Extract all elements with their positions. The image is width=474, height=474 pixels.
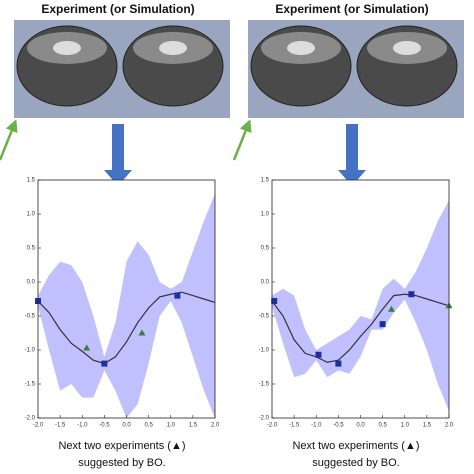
wheel-center bbox=[393, 41, 421, 55]
x-tick-label: 2.0 bbox=[211, 423, 220, 429]
y-tick-label: -1.0 bbox=[259, 348, 270, 354]
wheel-center bbox=[159, 41, 187, 55]
y-tick-label: -2.0 bbox=[259, 416, 270, 422]
x-tick-label: 0.5 bbox=[144, 423, 153, 429]
caption: suggested by BO. bbox=[78, 457, 165, 469]
y-tick-label: 1.0 bbox=[27, 212, 36, 218]
mean-line bbox=[37, 291, 216, 365]
x-tick-label: -1.5 bbox=[55, 423, 66, 429]
suggested-point bbox=[387, 305, 395, 312]
y-tick-label: 1.0 bbox=[261, 212, 270, 218]
y-tick-label: 0.5 bbox=[27, 246, 36, 252]
x-tick-label: -1.0 bbox=[77, 423, 88, 429]
x-tick-label: -0.5 bbox=[333, 423, 344, 429]
x-tick-label: -2.0 bbox=[33, 423, 44, 429]
observed-point bbox=[101, 360, 108, 367]
y-tick-label: -1.0 bbox=[25, 348, 36, 354]
x-tick-label: 1.5 bbox=[423, 423, 432, 429]
observed-point bbox=[335, 360, 342, 367]
x-tick-label: 0.5 bbox=[378, 423, 387, 429]
observed-point bbox=[271, 298, 278, 305]
x-tick-label: -2.0 bbox=[267, 423, 278, 429]
panel: Experiment (or Simulation) -2.0 -1.5 -1.0 -0… bbox=[0, 2, 230, 469]
arrow bbox=[338, 124, 366, 186]
y-tick-label: 0.5 bbox=[261, 246, 270, 252]
x-tick-label: 1.5 bbox=[189, 423, 198, 429]
x-tick-label: 1.0 bbox=[401, 423, 410, 429]
caption: Next two experiments (▲) bbox=[58, 440, 185, 452]
mean-line bbox=[271, 293, 450, 363]
arrow bbox=[104, 124, 132, 186]
x-tick-label: 0.0 bbox=[122, 423, 131, 429]
suggested-point bbox=[83, 344, 91, 351]
y-tick-label: -2.0 bbox=[25, 416, 36, 422]
confidence-band bbox=[38, 193, 215, 418]
suggested-point bbox=[138, 329, 146, 336]
caption: suggested by BO. bbox=[312, 457, 399, 469]
y-tick-label: -1.5 bbox=[25, 382, 36, 388]
x-tick-label: -1.0 bbox=[311, 423, 322, 429]
feedback-arrow bbox=[232, 119, 252, 161]
y-tick-label: -1.5 bbox=[259, 382, 270, 388]
y-tick-label: 0.0 bbox=[27, 280, 36, 286]
x-tick-label: 2.0 bbox=[445, 423, 454, 429]
observed-point bbox=[315, 351, 322, 358]
y-tick-label: 0.0 bbox=[261, 280, 270, 286]
confidence-band bbox=[272, 200, 449, 412]
caption: Next two experiments (▲) bbox=[292, 440, 419, 452]
y-tick-label: -0.5 bbox=[259, 314, 270, 320]
x-tick-label: -1.5 bbox=[289, 423, 300, 429]
observed-point bbox=[408, 291, 415, 298]
panel-heading: Experiment (or Simulation) bbox=[275, 2, 428, 16]
panel: Experiment (or Simulation) -2.0 -1.5 -1.0 -0… bbox=[232, 2, 464, 469]
y-tick-label: -0.5 bbox=[25, 314, 36, 320]
y-tick-label: 1.5 bbox=[261, 178, 270, 184]
panel-heading: Experiment (or Simulation) bbox=[41, 2, 194, 16]
wheel-center bbox=[53, 41, 81, 55]
observed-point bbox=[379, 321, 386, 328]
observed-point bbox=[174, 292, 181, 299]
feedback-arrow bbox=[0, 119, 18, 161]
panels: Experiment (or Simulation) -2.0 -1.5 -1.0 -0… bbox=[0, 2, 464, 469]
x-tick-label: 0.0 bbox=[356, 423, 365, 429]
y-tick-label: 1.5 bbox=[27, 178, 36, 184]
wheel-center bbox=[287, 41, 315, 55]
x-tick-label: -0.5 bbox=[99, 423, 110, 429]
x-tick-label: 1.0 bbox=[167, 423, 176, 429]
